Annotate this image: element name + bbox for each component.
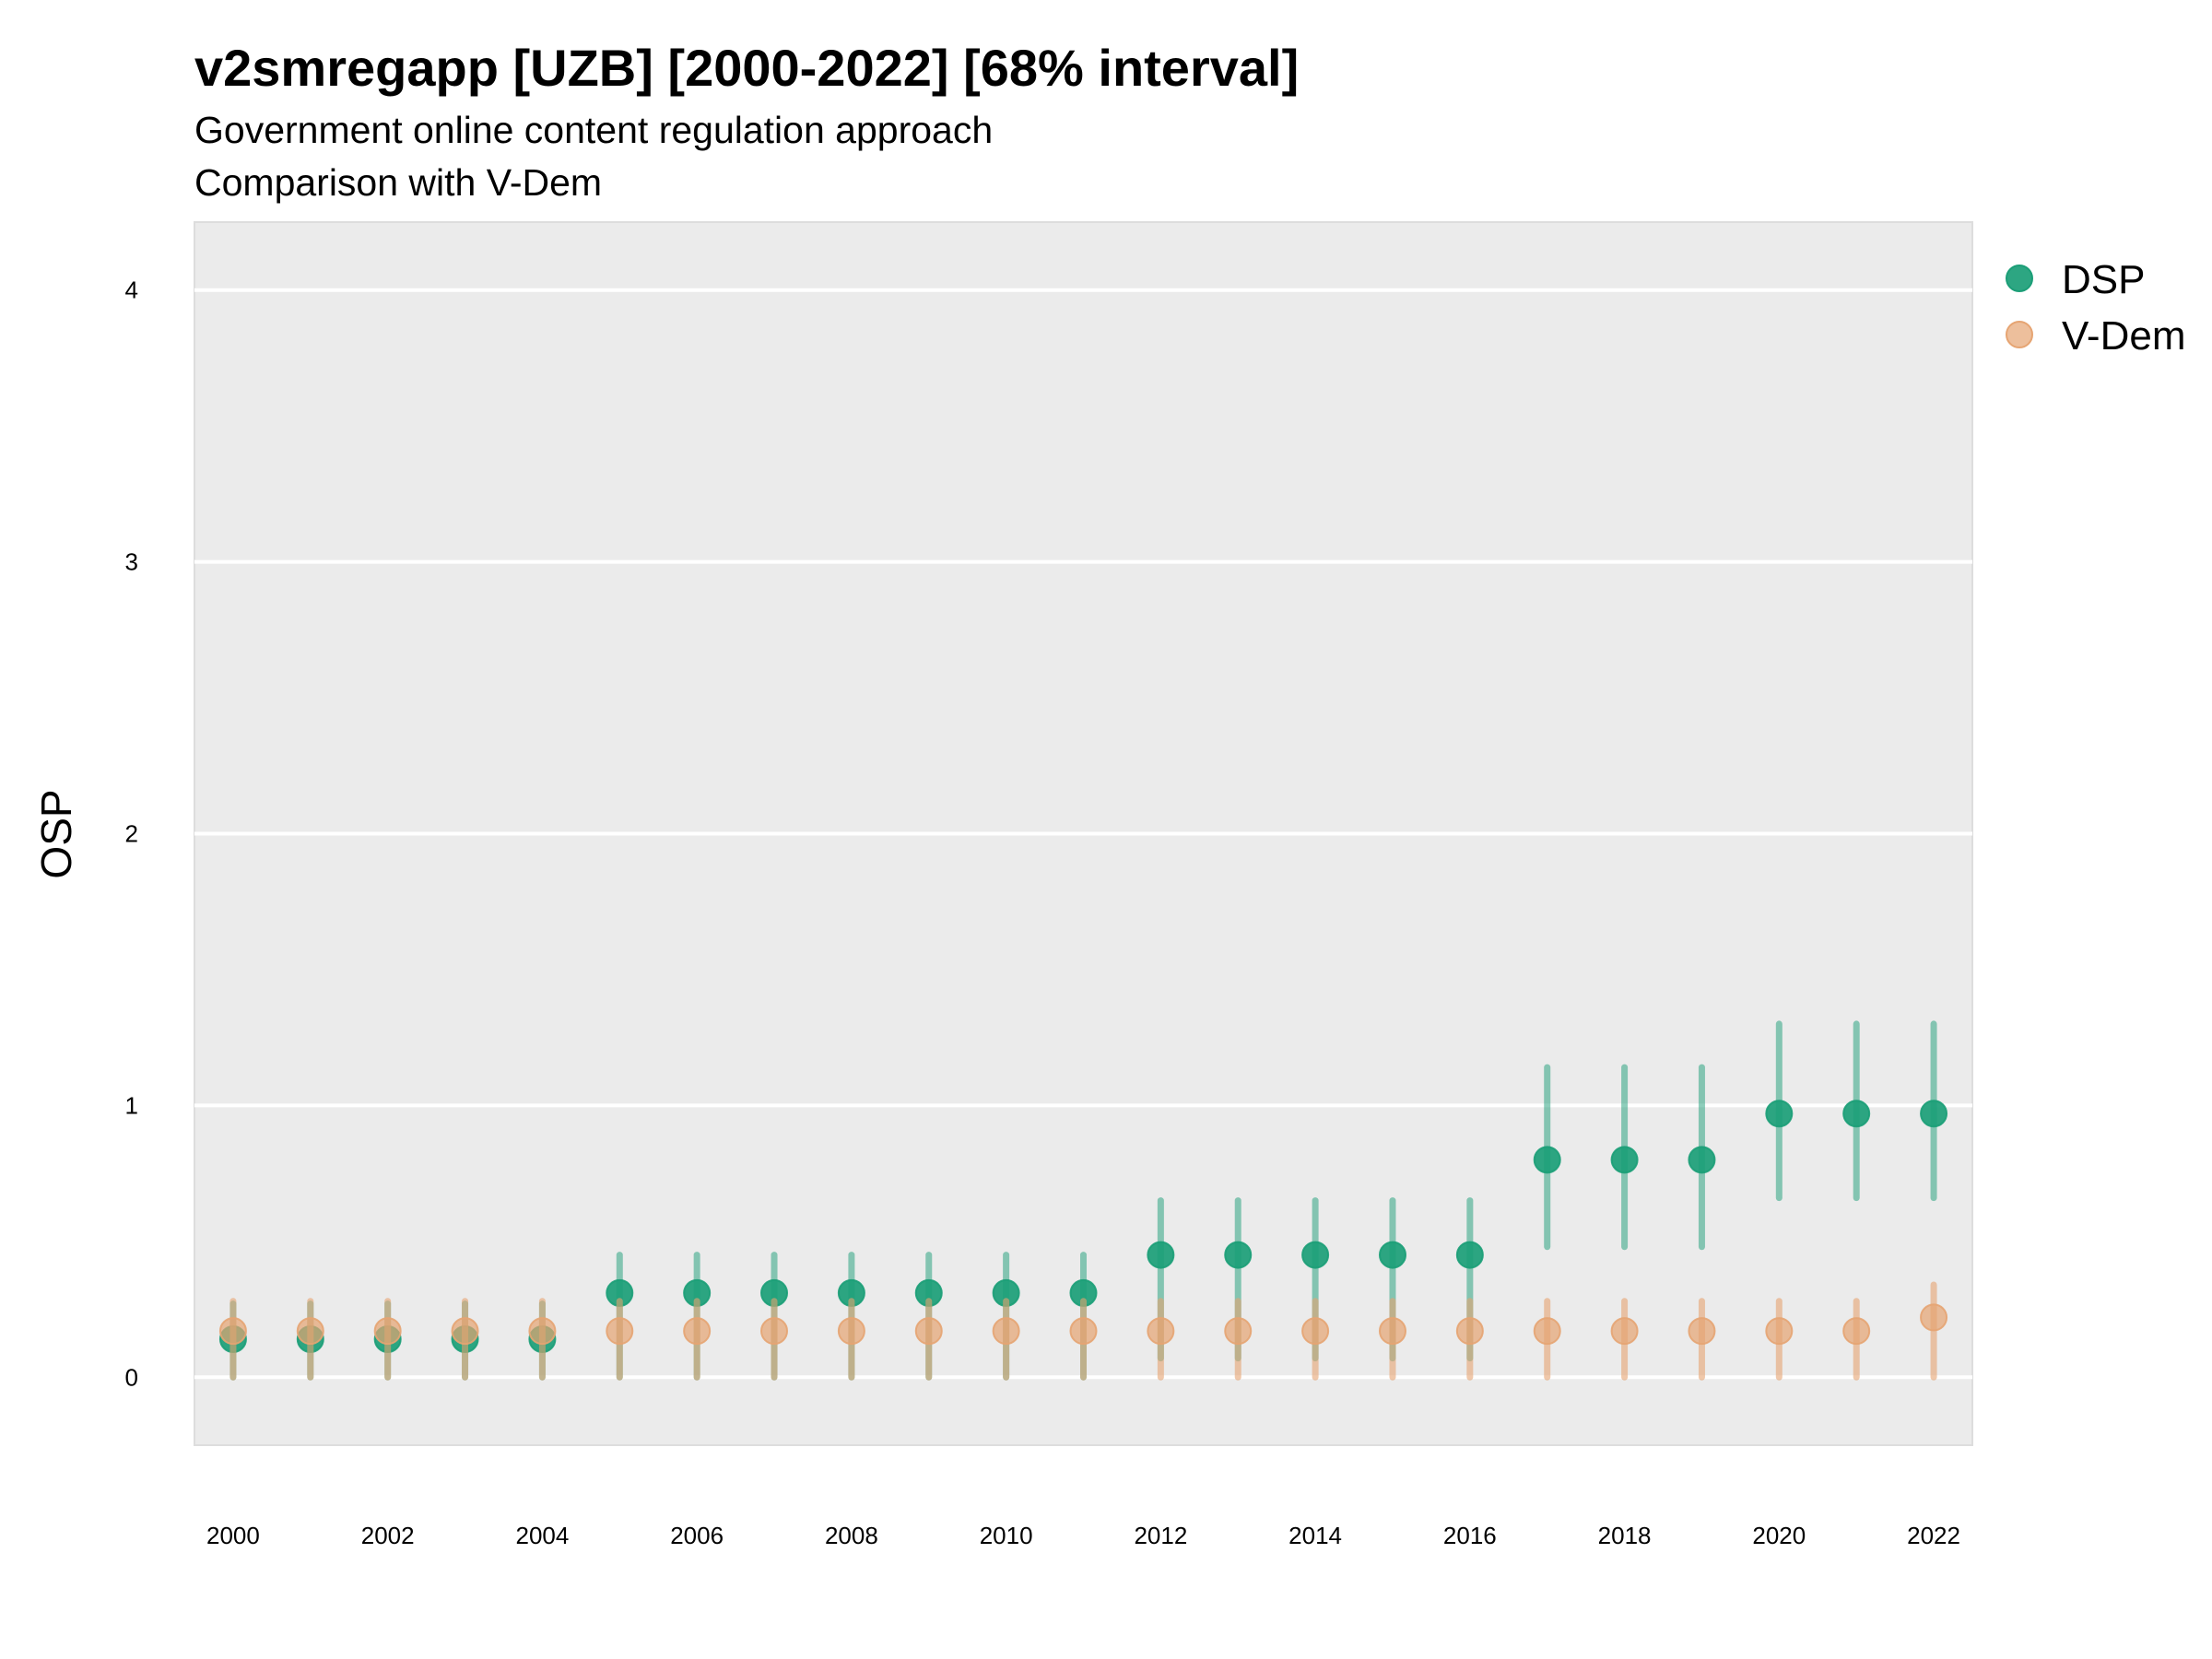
dsp-point-2016 (1455, 1241, 1484, 1269)
v-dem-point-2019 (1688, 1317, 1716, 1346)
legend-label-dsp: DSP (2062, 257, 2145, 302)
v-dem-point-2001 (296, 1317, 324, 1346)
chart-subtitle-line-1: Government online content regulation app… (194, 109, 993, 151)
x-tick-label-2012: 2012 (1134, 1522, 1187, 1549)
x-tick-label-2016: 2016 (1443, 1522, 1497, 1549)
y-tick-label-3: 3 (125, 548, 138, 576)
v-dem-point-2002 (373, 1317, 402, 1346)
dsp-point-2012 (1147, 1241, 1175, 1269)
v-dem-point-2018 (1610, 1317, 1639, 1346)
v-dem-point-2011 (1069, 1317, 1098, 1346)
dsp-point-2019 (1688, 1146, 1716, 1174)
v-dem-point-2006 (683, 1317, 712, 1346)
dsp-point-2014 (1301, 1241, 1330, 1269)
dsp-point-2015 (1378, 1241, 1406, 1269)
y-tick-labels: 0 1 2 3 4 (125, 276, 138, 1392)
dsp-point-2021 (1842, 1100, 1871, 1128)
x-tick-label-2006: 2006 (670, 1522, 724, 1549)
dsp-point-2020 (1765, 1100, 1794, 1128)
x-tick-label-2002: 2002 (361, 1522, 415, 1549)
x-tick-label-2018: 2018 (1598, 1522, 1652, 1549)
v-dem-point-2003 (451, 1317, 479, 1346)
y-tick-label-0: 0 (125, 1363, 138, 1391)
v-dem-point-2014 (1301, 1317, 1330, 1346)
dsp-point-2018 (1610, 1146, 1639, 1174)
v-dem-point-2022 (1920, 1303, 1948, 1332)
legend-marker-dsp (2006, 265, 2033, 292)
v-dem-point-2005 (606, 1317, 634, 1346)
dsp-point-2022 (1920, 1100, 1948, 1128)
v-dem-point-2007 (760, 1317, 789, 1346)
x-tick-label-2008: 2008 (825, 1522, 878, 1549)
legend-marker-v-dem (2006, 321, 2033, 348)
v-dem-point-2012 (1147, 1317, 1175, 1346)
chart-title: v2smregapp [UZB] [2000-2022] [68% interv… (194, 39, 1299, 97)
dsp-point-2017 (1533, 1146, 1561, 1174)
y-tick-label-1: 1 (125, 1091, 138, 1119)
v-dem-point-2013 (1224, 1317, 1253, 1346)
y-axis-label: OSP (32, 789, 80, 878)
series-layer (218, 1020, 1948, 1381)
x-tick-label-2014: 2014 (1288, 1522, 1342, 1549)
y-tick-label-2: 2 (125, 820, 138, 848)
dsp-point-2013 (1224, 1241, 1253, 1269)
x-tick-label-2000: 2000 (206, 1522, 260, 1549)
v-dem-point-2017 (1533, 1317, 1561, 1346)
legend-label-v-dem: V-Dem (2062, 313, 2185, 359)
chart-subtitle-line-2: Comparison with V-Dem (194, 161, 602, 204)
grid-layer (194, 288, 1972, 1380)
x-tick-label-2010: 2010 (980, 1522, 1033, 1549)
v-dem-point-2020 (1765, 1317, 1794, 1346)
legend: DSP V-Dem (2006, 257, 2185, 359)
v-dem-point-2000 (218, 1317, 247, 1346)
v-dem-point-2021 (1842, 1317, 1871, 1346)
x-tick-label-2020: 2020 (1752, 1522, 1806, 1549)
v-dem-point-2010 (992, 1317, 1020, 1346)
y-tick-label-4: 4 (125, 276, 138, 304)
series-v-dem (218, 1281, 1948, 1381)
v-dem-point-2004 (528, 1317, 557, 1346)
v-dem-point-2016 (1455, 1317, 1484, 1346)
v-dem-point-2008 (837, 1317, 865, 1346)
x-tick-labels: 2000 2002 2004 2006 2008 2010 2012 2014 2016 2018… (206, 1522, 1960, 1549)
x-tick-label-2022: 2022 (1907, 1522, 1960, 1549)
v-dem-point-2015 (1378, 1317, 1406, 1346)
v-dem-point-2009 (914, 1317, 943, 1346)
x-tick-label-2004: 2004 (515, 1522, 569, 1549)
